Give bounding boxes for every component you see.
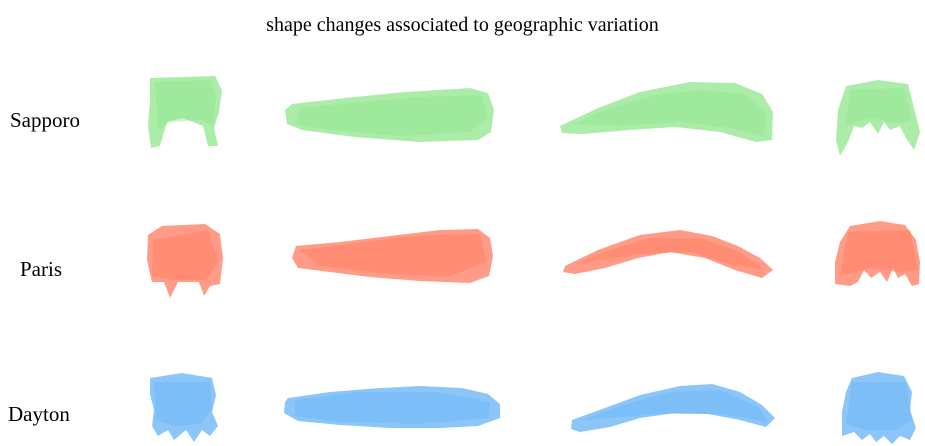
sapporo-frontal-shape xyxy=(148,76,222,148)
dayton-posterior-shape xyxy=(842,372,916,444)
paris-posterior-shape xyxy=(835,221,920,286)
paris-frontal-shape xyxy=(147,224,223,298)
paris-dorsal-shape xyxy=(292,229,493,283)
row-sapporo xyxy=(148,76,920,156)
dayton-lateral-shape xyxy=(571,384,775,432)
paris-lateral-shape xyxy=(563,230,773,278)
dayton-dorsal-shape xyxy=(284,386,500,428)
sapporo-dorsal-shape xyxy=(285,88,494,142)
row-label-dayton: Dayton xyxy=(8,402,70,426)
row-label-sapporo: Sapporo xyxy=(10,108,80,132)
row-label-paris: Paris xyxy=(20,257,62,281)
row-paris xyxy=(147,221,920,298)
dayton-frontal-shape xyxy=(150,373,218,442)
sapporo-posterior-shape xyxy=(836,80,920,156)
row-dayton xyxy=(150,372,916,444)
figure-title: shape changes associated to geographic v… xyxy=(266,14,659,36)
sapporo-lateral-shape xyxy=(560,82,773,142)
